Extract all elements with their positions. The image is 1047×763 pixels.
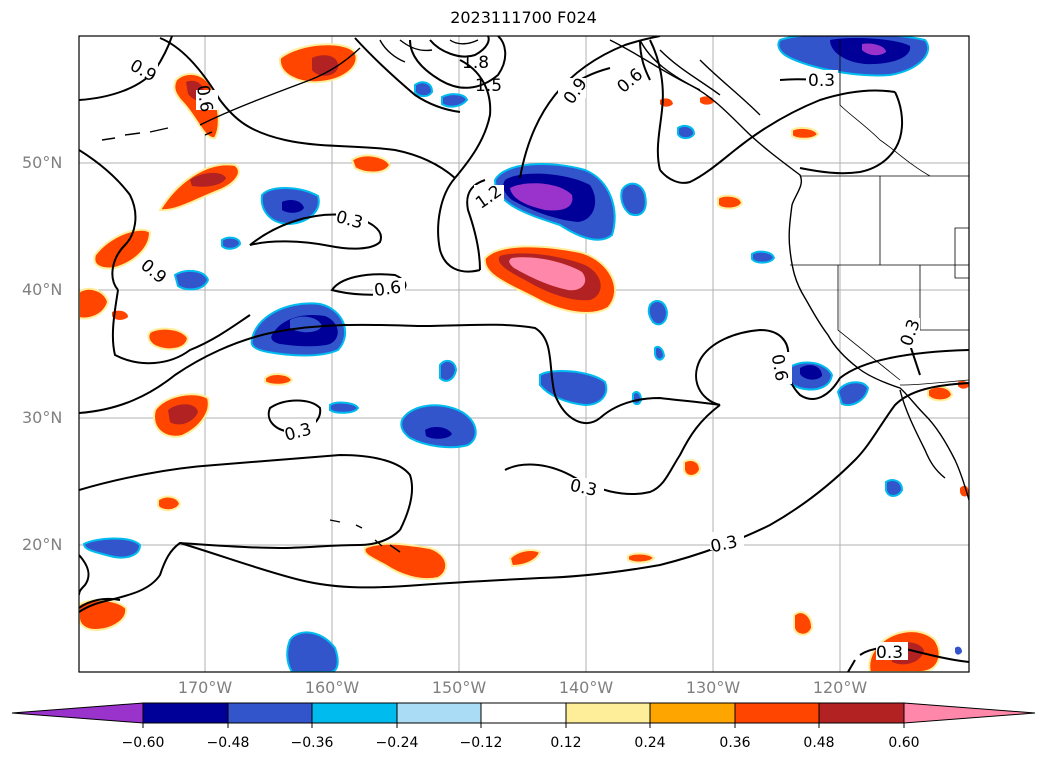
- map-frame: [78, 35, 970, 673]
- lon-label: 160°W: [304, 678, 360, 697]
- colorbar-segment: [480, 702, 567, 724]
- colorbar-segment: [396, 702, 482, 724]
- colorbar-segment: [734, 702, 820, 724]
- colorbar-segment: [227, 702, 313, 724]
- lat-label: 50°N: [22, 153, 63, 172]
- contour-label: 0.3: [808, 71, 835, 91]
- contour-label: 0.6: [373, 278, 403, 302]
- colorbar-tick-label: −0.60: [121, 735, 165, 751]
- colorbar-tick-label: 0.12: [550, 735, 582, 751]
- contour-label: 0.6: [767, 353, 791, 383]
- contour-label: 0.6: [192, 84, 216, 114]
- lat-label: 30°N: [22, 408, 63, 427]
- colorbar-tick-label: −0.12: [459, 735, 503, 751]
- lat-label: 40°N: [22, 280, 63, 299]
- colorbar-tick-label: −0.36: [290, 735, 334, 751]
- contour-label: 0.3: [876, 643, 903, 663]
- colorbar-segment: [649, 702, 736, 724]
- colorbar-tick-label: −0.24: [375, 735, 419, 751]
- colorbar-segment: [142, 702, 229, 724]
- political-borders: [790, 40, 969, 386]
- coastlines: [101, 39, 969, 553]
- colorbar-tick-label: 0.48: [803, 735, 835, 751]
- colorbar-tick-label: −0.48: [206, 735, 250, 751]
- colorbar-segment: [565, 702, 651, 724]
- contour-label: 1.8: [462, 53, 489, 73]
- colorbar-tick-label: 0.60: [888, 735, 920, 751]
- lon-label: 150°W: [431, 678, 487, 697]
- colorbar-tick-label: 0.24: [634, 735, 666, 751]
- colorbar-extend-high: [903, 702, 1036, 724]
- map-background: [79, 36, 969, 672]
- lon-label: 130°W: [685, 678, 741, 697]
- lon-label: 120°W: [812, 678, 868, 697]
- contour-lines: [79, 36, 969, 672]
- contour-label: 1.5: [475, 76, 502, 96]
- colorbar-segment: [311, 702, 398, 724]
- lon-label: 170°W: [177, 678, 233, 697]
- colorbar-segment: [818, 702, 905, 724]
- colorbar-extend-low: [11, 702, 144, 724]
- colorbar: [11, 702, 1036, 728]
- negative-anomaly-shading: [82, 36, 962, 672]
- colorbar-tick-label: 0.36: [719, 735, 751, 751]
- lon-label: 140°W: [558, 678, 614, 697]
- lat-label: 20°N: [22, 535, 63, 554]
- map-title: 2023111700 F024: [450, 8, 597, 27]
